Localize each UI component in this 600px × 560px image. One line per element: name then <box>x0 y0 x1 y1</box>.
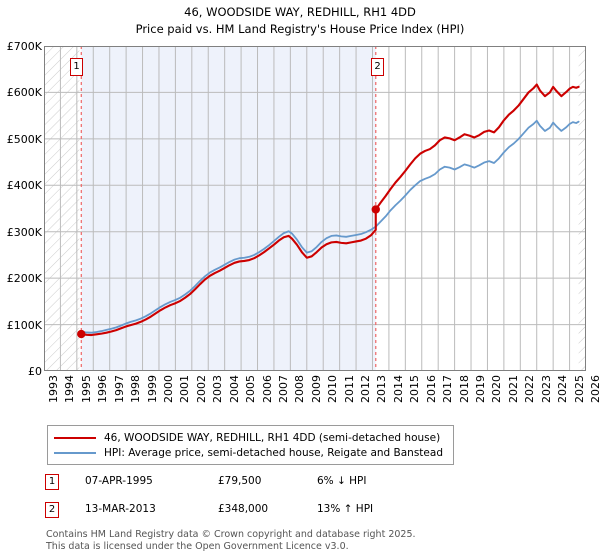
txn-badge-2[interactable]: 2 <box>45 502 59 518</box>
x-tick-label: 2015 <box>408 375 422 403</box>
txn-price-2: £348,000 <box>218 503 269 515</box>
x-tick-label: 1997 <box>112 375 126 403</box>
legend-item-hpi: HPI: Average price, semi-detached house,… <box>54 445 447 460</box>
plot-marker-2[interactable]: 2 <box>371 58 384 76</box>
x-tick-label: 2002 <box>194 375 208 403</box>
x-tick-label: 1994 <box>63 375 77 403</box>
x-tick-label: 2022 <box>523 375 537 403</box>
txn-date-1: 07-APR-1995 <box>85 475 153 487</box>
x-tick-label: 2012 <box>359 375 373 403</box>
y-tick-label: £100K <box>6 318 42 332</box>
footer-attribution: Contains HM Land Registry data © Crown c… <box>46 529 586 552</box>
x-tick-label: 2026 <box>589 375 600 403</box>
x-tick-label: 2019 <box>474 375 488 403</box>
x-tick-label: 2021 <box>506 375 520 403</box>
x-tick-label: 2020 <box>490 375 504 403</box>
x-tick-label: 2009 <box>309 375 323 403</box>
x-tick-label: 2023 <box>539 375 553 403</box>
y-tick-label: £400K <box>6 179 42 193</box>
x-tick-label: 2013 <box>375 375 389 403</box>
x-tick-label: 2005 <box>244 375 258 403</box>
txn-delta-1: 6% ↓ HPI <box>317 475 367 487</box>
x-tick-label: 2000 <box>161 375 175 403</box>
y-tick-label: £300K <box>6 225 42 239</box>
x-tick-label: 2011 <box>342 375 356 403</box>
transactions-table: 1 07-APR-1995 £79,500 6% ↓ HPI 2 13-MAR-… <box>45 474 515 530</box>
x-tick-label: 1999 <box>145 375 159 403</box>
x-tick-label: 2016 <box>424 375 438 403</box>
x-tick-label: 2006 <box>260 375 274 403</box>
x-tick-label: 2008 <box>293 375 307 403</box>
x-tick-label: 2017 <box>441 375 455 403</box>
plot-area: 1 2 <box>44 46 586 371</box>
legend-label-hpi: HPI: Average price, semi-detached house,… <box>104 446 443 459</box>
chart-legend: 46, WOODSIDE WAY, REDHILL, RH1 4DD (semi… <box>47 425 454 465</box>
x-tick-label: 1995 <box>79 375 93 403</box>
x-axis-labels: 1993 1994 1995 1996 1997 1998 1999 2000 2001 2002… <box>44 371 600 419</box>
x-tick-label: 1996 <box>96 375 110 403</box>
x-tick-label: 1993 <box>47 375 60 403</box>
x-tick-label: 2001 <box>178 375 192 403</box>
footer-line-2: This data is licensed under the Open Gov… <box>46 540 349 552</box>
x-tick-label: 2004 <box>227 375 241 403</box>
y-tick-label: £200K <box>6 272 42 286</box>
plot-marker-1[interactable]: 1 <box>70 58 83 76</box>
y-tick-label: £600K <box>6 86 42 100</box>
txn-delta-2: 13% ↑ HPI <box>317 503 374 515</box>
x-tick-label: 2024 <box>556 375 570 403</box>
x-tick-label: 2010 <box>326 375 340 403</box>
y-tick-label: £0 <box>28 365 42 378</box>
legend-item-price-paid: 46, WOODSIDE WAY, REDHILL, RH1 4DD (semi… <box>54 430 447 445</box>
x-tick-label: 2003 <box>211 375 225 403</box>
legend-swatch-hpi <box>54 451 96 454</box>
title-primary: 46, WOODSIDE WAY, REDHILL, RH1 4DD <box>184 5 416 19</box>
table-row[interactable]: 2 13-MAR-2013 £348,000 13% ↑ HPI <box>45 502 515 530</box>
txn-date-2: 13-MAR-2013 <box>85 503 156 515</box>
x-tick-label: 2007 <box>276 375 290 403</box>
y-tick-label: £700K <box>6 40 42 53</box>
page-title: 46, WOODSIDE WAY, REDHILL, RH1 4DD Price… <box>0 4 600 38</box>
legend-swatch-price-paid <box>54 436 96 439</box>
x-tick-label: 2018 <box>457 375 471 403</box>
txn-price-1: £79,500 <box>218 475 262 487</box>
txn-badge-1[interactable]: 1 <box>45 474 59 490</box>
y-tick-label: £500K <box>6 132 42 146</box>
x-tick-label: 2025 <box>572 375 586 403</box>
x-tick-label: 1998 <box>129 375 143 403</box>
footer-line-1: Contains HM Land Registry data © Crown c… <box>46 529 416 540</box>
legend-label-price-paid: 46, WOODSIDE WAY, REDHILL, RH1 4DD (semi… <box>104 431 441 444</box>
table-row[interactable]: 1 07-APR-1995 £79,500 6% ↓ HPI <box>45 474 515 502</box>
x-tick-label: 2014 <box>391 375 405 403</box>
chart-svg <box>44 46 586 371</box>
y-axis-labels: £0 £100K £200K £300K £400K £500K £600K £700K <box>0 41 42 378</box>
title-secondary: Price paid vs. HM Land Registry's House … <box>135 22 465 36</box>
